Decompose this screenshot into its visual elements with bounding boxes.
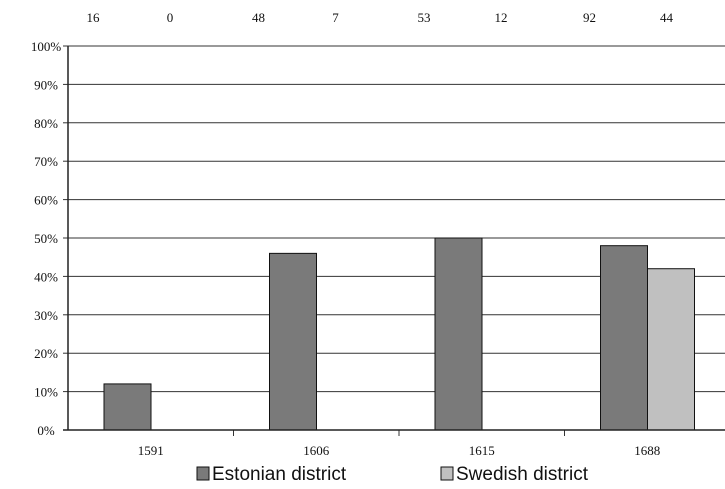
y-tick-label: 50% bbox=[34, 231, 58, 246]
y-tick-label: 100% bbox=[31, 39, 62, 54]
gridlines bbox=[68, 45, 725, 393]
y-tick-label: 60% bbox=[34, 193, 58, 208]
bar-estonian-1688 bbox=[600, 245, 648, 431]
x-tick-label: 1615 bbox=[469, 443, 495, 458]
legend-swatch-swedish bbox=[440, 466, 454, 481]
x-tick-label: 1591 bbox=[138, 443, 164, 458]
y-tick-label: 80% bbox=[34, 116, 58, 131]
bars bbox=[103, 237, 695, 431]
y-tick-labels: 0% 10% 20% 30% 40% 50% 60% 70% 80% 90% 100% bbox=[31, 39, 62, 438]
bar-estonian-1615 bbox=[434, 237, 483, 431]
count-label: 44 bbox=[660, 10, 674, 25]
count-label: 12 bbox=[495, 10, 508, 25]
legend-label-estonian: Estonian district bbox=[212, 464, 347, 485]
bar-estonian-1606 bbox=[269, 252, 317, 431]
bar-estonian-1591 bbox=[103, 383, 152, 431]
y-tick-label: 30% bbox=[34, 308, 58, 323]
count-label: 48 bbox=[252, 10, 265, 25]
x-tick-label: 1688 bbox=[634, 443, 660, 458]
legend-swatch-estonian bbox=[196, 466, 210, 481]
y-tick-label: 0% bbox=[37, 423, 55, 438]
count-label: 7 bbox=[332, 10, 339, 25]
y-tick-label: 10% bbox=[34, 385, 58, 400]
y-tick-label: 70% bbox=[34, 154, 58, 169]
x-tick-label: 1606 bbox=[303, 443, 330, 458]
sample-count-labels: 16 0 48 7 53 12 92 44 bbox=[87, 10, 674, 25]
bar-swedish-1688 bbox=[647, 268, 695, 431]
legend: Estonian district Swedish district bbox=[196, 464, 589, 485]
axes bbox=[63, 45, 725, 436]
x-tick-labels: 1591 1606 1615 1688 bbox=[138, 443, 661, 458]
y-tick-label: 40% bbox=[34, 269, 58, 284]
legend-label-swedish: Swedish district bbox=[456, 464, 589, 485]
count-label: 92 bbox=[583, 10, 596, 25]
count-label: 53 bbox=[418, 10, 431, 25]
count-label: 16 bbox=[87, 10, 101, 25]
y-tick-label: 20% bbox=[34, 346, 58, 361]
y-tick-label: 90% bbox=[34, 77, 58, 92]
count-label: 0 bbox=[167, 10, 174, 25]
